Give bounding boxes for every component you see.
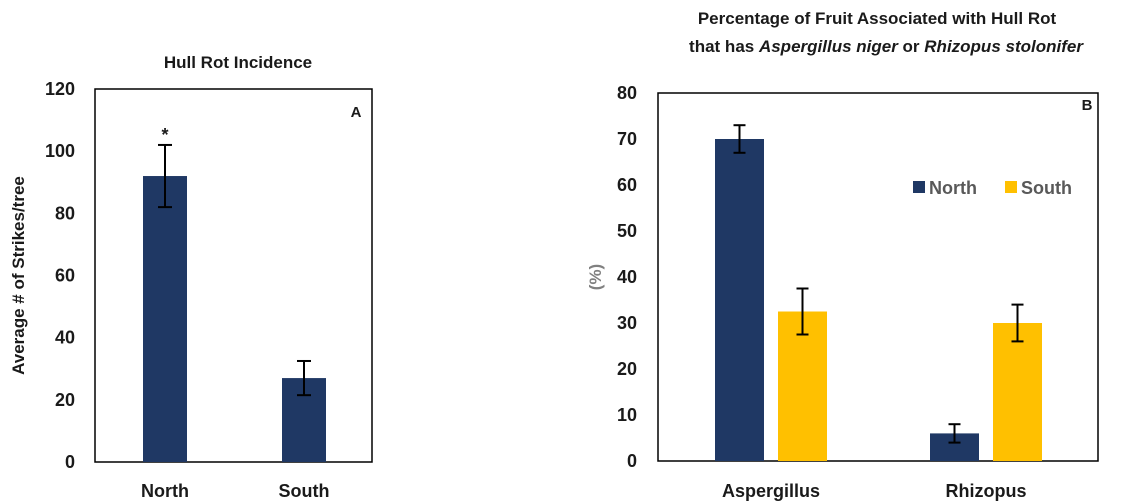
chart-b-y-tick-30: 30 xyxy=(617,313,637,333)
chart-b-plot-frame xyxy=(657,92,1099,462)
chart-b-category-labels: Aspergillus Rhizopus xyxy=(722,481,1027,501)
chart-b-title-middle: or xyxy=(898,37,924,56)
chart-b-title-line2: that has Aspergillus niger or Rhizopus s… xyxy=(689,37,1084,56)
chart-a-y-tick-60: 60 xyxy=(55,266,75,286)
chart-a-y-ticks: 0 20 40 60 80 100 120 xyxy=(45,79,75,472)
chart-b-legend-label-north: North xyxy=(929,178,977,198)
chart-a-y-axis-label: Average # of Strikes/tree xyxy=(9,176,28,375)
chart-a-y-tick-100: 100 xyxy=(45,141,75,161)
chart-a-category-north: North xyxy=(141,481,189,501)
chart-a-panel-label: A xyxy=(351,104,362,121)
chart-a-y-tick-80: 80 xyxy=(55,203,75,223)
chart-b-y-tick-40: 40 xyxy=(617,267,637,287)
chart-a-y-tick-0: 0 xyxy=(65,452,75,472)
chart-b-y-tick-0: 0 xyxy=(627,451,637,471)
chart-b-error-bar-aspergillus-north xyxy=(733,124,746,154)
chart-b-y-tick-80: 80 xyxy=(617,83,637,103)
chart-a-bars: * xyxy=(143,125,326,463)
chart-a-title: Hull Rot Incidence xyxy=(164,53,312,72)
chart-b-title-line1: Percentage of Fruit Associated with Hull… xyxy=(698,9,1057,28)
chart-b-y-tick-10: 10 xyxy=(617,405,637,425)
chart-b-legend-swatch-north xyxy=(913,181,925,193)
chart-a-category-labels: North South xyxy=(141,481,330,501)
chart-b-panel-label: B xyxy=(1082,97,1093,114)
chart-b-y-tick-50: 50 xyxy=(617,221,637,241)
chart-a-bar-north xyxy=(143,176,187,463)
chart-b-title-italic1: Aspergillus niger xyxy=(758,37,899,56)
chart-b-error-bar-aspergillus-south xyxy=(796,287,809,336)
chart-a-y-tick-120: 120 xyxy=(45,79,75,99)
chart-b-y-tick-70: 70 xyxy=(617,129,637,149)
chart-b-y-tick-60: 60 xyxy=(617,175,637,195)
chart-b-title-italic2: Rhizopus stolonifer xyxy=(924,37,1084,56)
chart-b-bar-aspergillus-south xyxy=(778,311,827,461)
chart-a-category-south: South xyxy=(279,481,330,501)
chart-a-plot-frame xyxy=(94,88,373,463)
chart-a-y-tick-20: 20 xyxy=(55,390,75,410)
chart-a-error-bar-south xyxy=(297,359,311,397)
chart-b-y-ticks: 0 10 20 30 40 50 60 70 80 xyxy=(617,83,637,471)
chart-b-legend-swatch-south xyxy=(1005,181,1017,193)
chart-b-error-bar-rhizopus-south xyxy=(1011,303,1024,343)
chart-b-y-tick-20: 20 xyxy=(617,359,637,379)
chart-fruit-percentage: Percentage of Fruit Associated with Hull… xyxy=(586,9,1099,501)
chart-a-y-tick-40: 40 xyxy=(55,328,75,348)
chart-a-annotation-north: * xyxy=(161,125,168,145)
chart-b-bars xyxy=(715,124,1042,461)
chart-b-bar-rhizopus-south xyxy=(993,323,1042,461)
chart-b-category-aspergillus: Aspergillus xyxy=(722,481,820,501)
chart-b-legend-item-north: North xyxy=(913,178,977,198)
chart-hull-rot-incidence: Hull Rot Incidence A Average # of Strike… xyxy=(9,53,373,501)
chart-b-legend: North South xyxy=(913,178,1072,198)
chart-b-category-rhizopus: Rhizopus xyxy=(946,481,1027,501)
chart-b-y-axis-label: (%) xyxy=(586,264,605,290)
chart-a-error-bar-north xyxy=(158,143,172,209)
chart-b-title-prefix: that has xyxy=(689,37,759,56)
chart-b-bar-aspergillus-north xyxy=(715,139,764,461)
chart-b-legend-label-south: South xyxy=(1021,178,1072,198)
chart-b-error-bar-rhizopus-north xyxy=(948,423,961,444)
chart-b-legend-item-south: South xyxy=(1005,178,1072,198)
